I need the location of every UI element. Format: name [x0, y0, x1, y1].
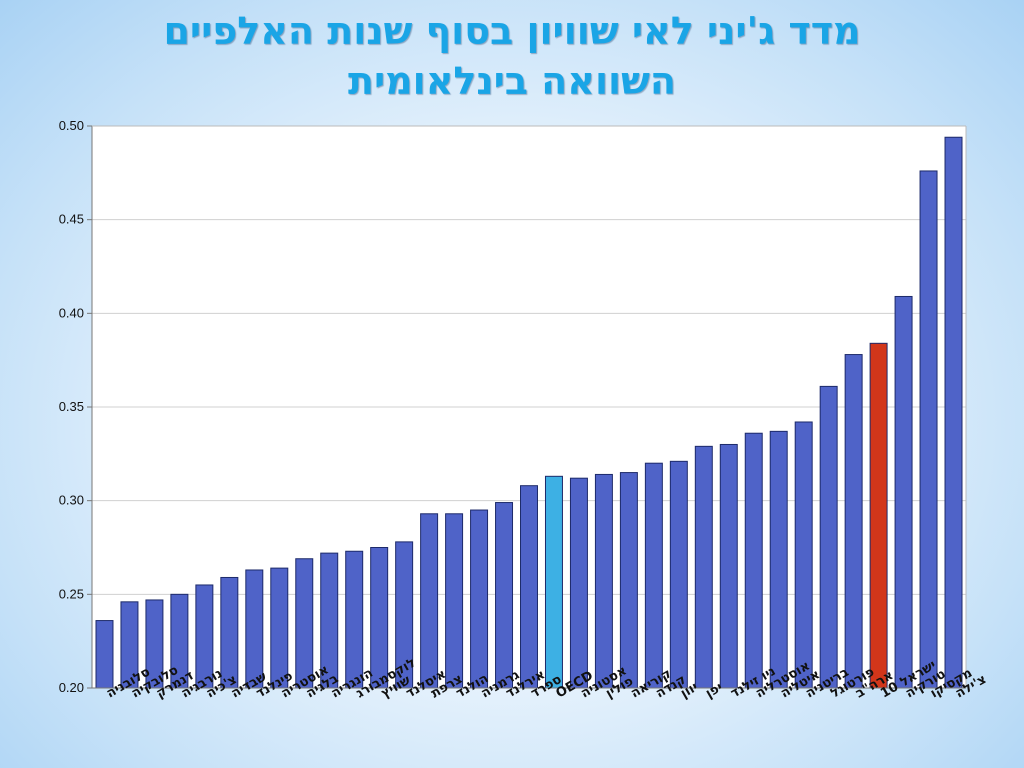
bar	[719, 443, 738, 689]
y-tick-labels: 0.20 0.25 0.30 0.35 0.40 0.45 0.50	[59, 118, 84, 695]
bar	[445, 513, 464, 689]
y-tick-label: 0.45	[59, 212, 84, 227]
bar	[819, 385, 838, 689]
title-line-1: מדד ג'יני לאי שוויון בסוף שנות האלפיים	[163, 9, 861, 53]
bar	[769, 430, 788, 689]
y-tick-label: 0.40	[59, 305, 84, 320]
bar	[220, 576, 239, 689]
y-tick-label: 0.20	[59, 680, 84, 695]
bar	[644, 462, 663, 689]
bar	[919, 170, 938, 689]
bar	[619, 472, 638, 689]
bar	[370, 547, 389, 689]
y-tick-label: 0.30	[59, 493, 84, 508]
bar	[594, 473, 613, 689]
bar	[669, 460, 688, 689]
slide-title: מדד ג'יני לאי שוויון בסוף שנות האלפיים ה…	[0, 6, 1024, 106]
bars	[95, 136, 963, 689]
x-category-label: יפן	[703, 680, 725, 701]
bar	[894, 295, 913, 689]
bar	[794, 421, 813, 689]
bar	[694, 445, 713, 689]
bar	[869, 342, 888, 689]
bar	[470, 509, 489, 689]
bar	[345, 550, 364, 689]
bar	[420, 513, 439, 689]
bar	[520, 485, 538, 689]
title-line-2: השוואה בינלאומית	[348, 59, 676, 103]
bar	[569, 477, 588, 689]
y-tick-label: 0.35	[59, 399, 84, 414]
y-tick-label: 0.25	[59, 586, 84, 601]
bar	[944, 136, 963, 689]
bar	[844, 354, 863, 689]
bar	[544, 475, 563, 689]
y-tick-label: 0.50	[59, 118, 84, 133]
bar	[95, 620, 114, 689]
axes	[91, 125, 967, 689]
bar	[744, 432, 763, 689]
bar	[495, 502, 514, 689]
bar	[295, 558, 314, 689]
x-category-label: יוון	[678, 680, 700, 702]
